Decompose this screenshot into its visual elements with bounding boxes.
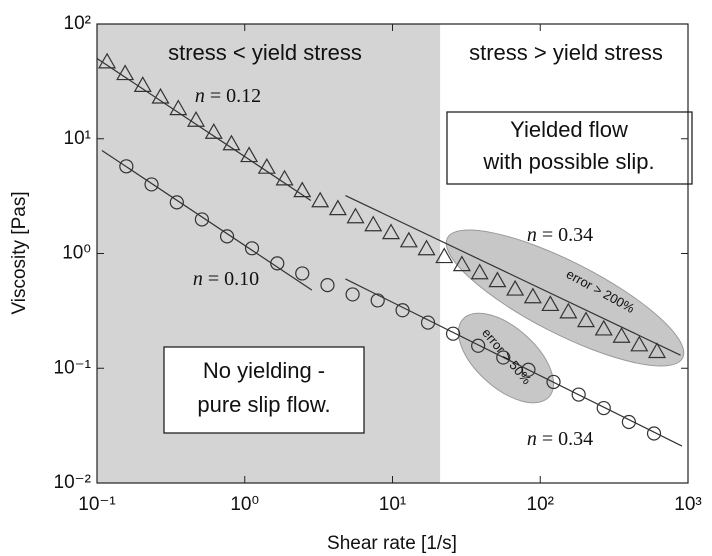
x-tick-label: 10⁰ — [230, 494, 259, 515]
triangle-marker — [328, 199, 347, 216]
triangle-marker — [417, 239, 436, 256]
fit-line — [345, 278, 683, 447]
circle-marker — [395, 303, 410, 318]
triangle-marker — [523, 287, 542, 304]
y-tick-label: 10² — [64, 13, 91, 34]
y-tick-label: 10⁻² — [54, 472, 92, 493]
triangle-marker — [559, 302, 578, 319]
circle-marker — [144, 177, 159, 192]
triangle-marker — [576, 311, 596, 328]
triangle-marker — [647, 342, 667, 359]
annotation: n = 0.12 — [195, 85, 261, 107]
circle-marker — [420, 315, 436, 330]
annotation: No yielding - — [203, 358, 325, 383]
circle-marker — [270, 256, 285, 271]
triangle-marker — [381, 223, 401, 240]
triangle-marker — [470, 263, 489, 280]
triangle-marker — [399, 231, 418, 248]
circle-marker — [571, 387, 586, 402]
error-ellipse — [457, 312, 555, 404]
triangle-marker — [506, 279, 525, 296]
y-axis-label: Viscosity [Pas] — [9, 191, 30, 314]
y-tick-label: 10¹ — [64, 128, 91, 149]
triangle-marker — [275, 169, 294, 186]
fit-line — [345, 194, 681, 356]
error-ellipse — [445, 229, 685, 367]
triangle-marker — [630, 335, 649, 352]
circle-marker — [244, 241, 260, 256]
triangle-marker — [222, 134, 241, 151]
circle-marker — [596, 400, 611, 416]
triangle-marker — [240, 146, 259, 163]
triangle-marker — [435, 247, 454, 264]
triangle-marker — [488, 271, 507, 288]
circle-marker — [370, 293, 385, 308]
circle-marker — [320, 278, 335, 293]
x-axis-label: Shear rate [1/s] — [327, 533, 457, 554]
annotation: stress < yield stress — [168, 40, 362, 65]
text-box — [446, 111, 693, 185]
triangle-marker — [346, 207, 365, 224]
triangle-marker — [204, 123, 223, 139]
triangle-marker — [151, 87, 170, 104]
annotation: stress > yield stress — [469, 40, 663, 65]
circle-marker — [621, 414, 636, 430]
circle-marker — [219, 229, 235, 244]
annotation: Yielded flow — [510, 117, 628, 142]
triangle-marker — [452, 255, 471, 272]
annotation: pure slip flow. — [197, 392, 330, 417]
triangle-marker — [293, 181, 312, 198]
annotation: n = 0.34 — [527, 224, 593, 246]
triangle-marker — [98, 52, 117, 69]
triangle-marker — [594, 319, 613, 336]
circle-marker — [345, 287, 360, 302]
circle-marker — [169, 195, 184, 210]
circle-marker — [646, 426, 662, 441]
triangle-marker — [311, 191, 330, 208]
x-tick-label: 10¹ — [379, 494, 406, 515]
fit-line — [101, 149, 313, 291]
y-tick-label: 10⁰ — [62, 243, 91, 264]
circle-marker — [295, 266, 310, 281]
triangle-marker — [133, 76, 152, 92]
triangle-marker — [186, 111, 206, 127]
x-tick-label: 10² — [527, 494, 554, 515]
y-tick-label: 10⁻¹ — [54, 357, 92, 378]
circle-marker — [119, 159, 134, 174]
circle-marker — [546, 374, 561, 390]
circle-marker — [471, 338, 486, 353]
annotation: n = 0.34 — [527, 428, 593, 450]
circle-marker — [521, 362, 536, 377]
x-tick-label: 10⁻¹ — [78, 494, 116, 515]
annotation: n = 0.10 — [193, 268, 259, 290]
triangle-marker — [541, 295, 560, 312]
triangle-marker — [116, 64, 135, 81]
triangle-marker — [169, 99, 188, 116]
text-box — [163, 346, 365, 434]
triangle-marker — [257, 157, 276, 174]
circle-marker — [496, 350, 511, 365]
circle-marker — [194, 212, 210, 227]
x-tick-label: 10³ — [674, 494, 701, 515]
triangle-marker — [364, 215, 383, 232]
annotation: with possible slip. — [482, 149, 654, 174]
triangle-marker — [612, 327, 631, 343]
fit-line — [96, 58, 312, 201]
circle-marker — [445, 326, 461, 341]
